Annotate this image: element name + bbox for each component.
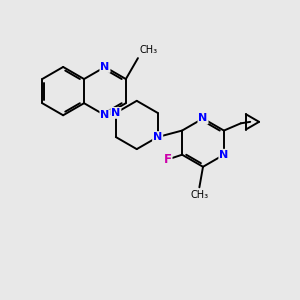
Text: CH₃: CH₃: [190, 190, 208, 200]
Text: N: N: [219, 150, 229, 160]
Text: N: N: [153, 132, 162, 142]
Text: N: N: [100, 110, 110, 120]
Text: F: F: [164, 153, 172, 166]
Text: CH₃: CH₃: [140, 45, 158, 55]
Text: N: N: [198, 113, 208, 124]
Text: N: N: [100, 62, 110, 72]
Text: N: N: [111, 108, 121, 118]
